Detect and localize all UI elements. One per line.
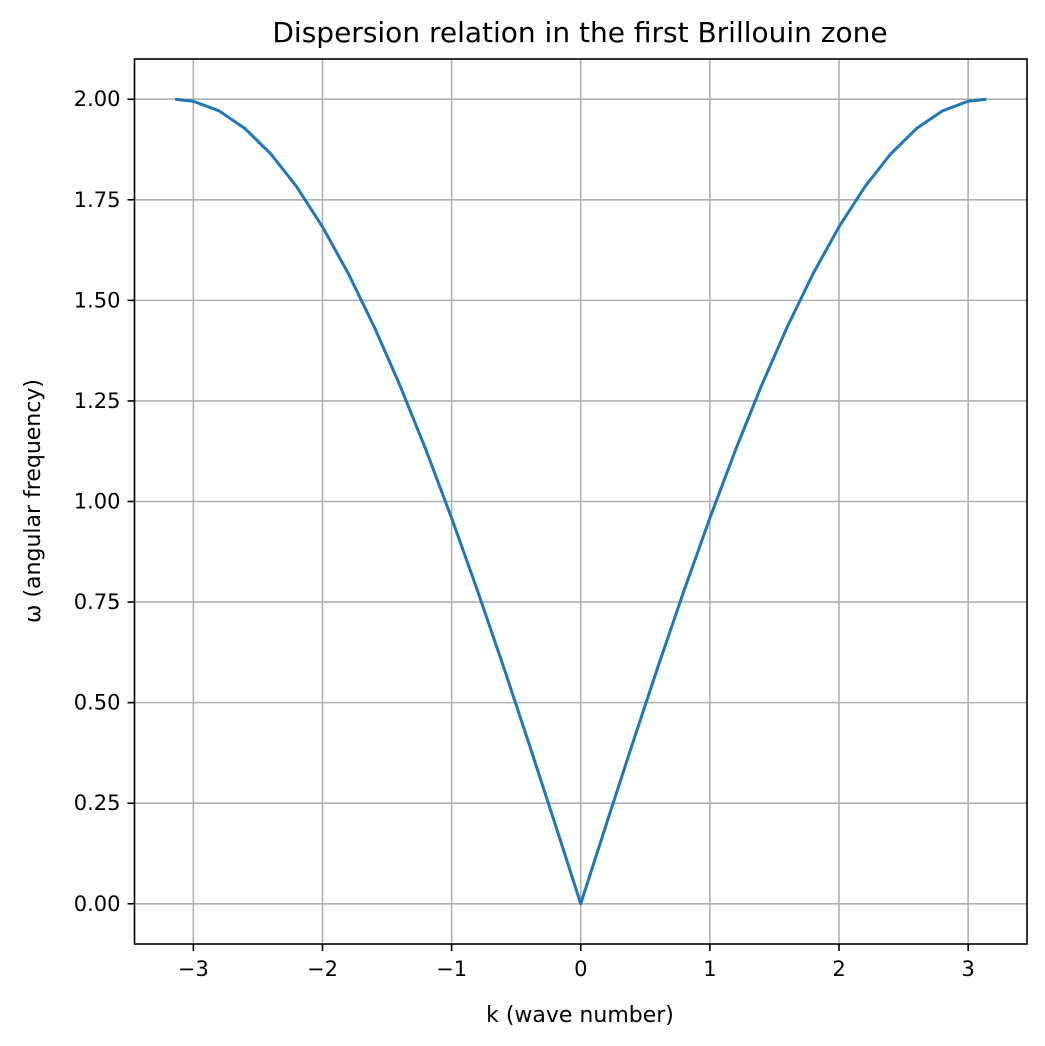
y-tick-label: 0.00 [74, 892, 121, 916]
x-tick-label: 1 [703, 957, 716, 981]
y-tick-label: 0.25 [74, 791, 121, 815]
y-ticks: 0.00 0.25 0.50 0.75 1.00 1.25 1.50 1.75 2.00 [74, 87, 135, 916]
y-axis-label: ω (angular frequency) [21, 379, 46, 623]
y-tick-label: 1.50 [74, 288, 121, 312]
y-tick-label: 0.75 [74, 590, 121, 614]
x-tick-label: 2 [832, 957, 845, 981]
y-grid [134, 98, 1027, 905]
y-tick-label: 1.75 [74, 188, 121, 212]
x-tick-label: −2 [307, 957, 338, 981]
x-ticks: −3 −2 −1 0 1 2 3 [178, 944, 975, 981]
y-tick-label: 1.25 [74, 389, 121, 413]
y-tick-label: 2.00 [74, 87, 121, 111]
series-layer [174, 97, 987, 906]
x-axis-label: k (wave number) [486, 1003, 674, 1028]
x-tick-label: 0 [574, 957, 587, 981]
y-tick-label: 0.50 [74, 691, 121, 715]
x-tick-label: 3 [961, 957, 974, 981]
x-tick-label: −1 [436, 957, 467, 981]
dispersion-series-line [174, 97, 987, 906]
x-tick-label: −3 [178, 957, 209, 981]
chart-title: Dispersion relation in the first Brillou… [272, 16, 887, 49]
y-tick-label: 1.00 [74, 490, 121, 514]
